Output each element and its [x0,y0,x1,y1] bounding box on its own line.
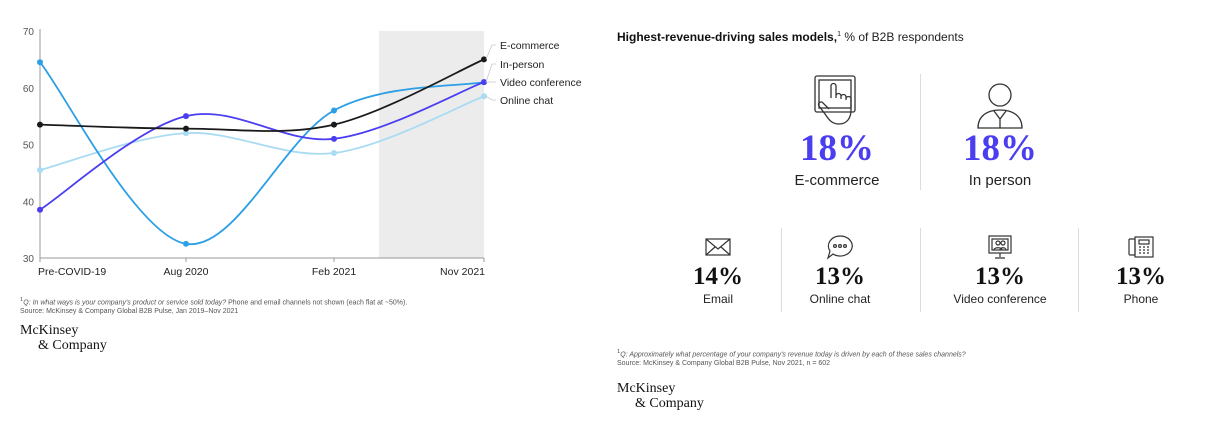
footnote-note: Phone and email channels not shown (each… [226,299,408,307]
right-footnote: 1Q: Approximately what percentage of you… [617,348,1137,368]
footnote-question: Q: In what ways is your company's produc… [23,299,227,307]
panel-title-bold: Highest-revenue-driving sales models, [617,30,838,44]
data-point [331,135,337,142]
data-point [481,93,487,100]
data-point [183,130,189,137]
brand-line2: & Company [635,396,704,411]
stat-value: 14% [693,263,743,290]
series-line-in-person [39,61,485,245]
stat-value: 13% [975,263,1025,290]
y-tick-label: 50 [23,141,35,152]
x-tick-label: Aug 2020 [164,266,209,278]
stat-value: 13% [1116,263,1166,290]
legend-leader [485,95,496,101]
footnote-source: Source: McKinsey & Company Global B2B Pu… [617,360,831,368]
panel-subtitle: % of B2B respondents [844,30,964,44]
data-point [37,206,43,213]
footnote-question: Q: Approximately what percentage of your… [620,351,966,359]
divider [920,228,921,312]
brand-line1: McKinsey [20,323,79,338]
brand-line1: McKinsey [617,381,676,396]
series-line-video-conference [39,81,485,211]
legend-label: E-commerce [500,40,560,52]
panel-title: Highest-revenue-driving sales models,1 %… [617,30,964,44]
data-point [331,150,337,157]
stat-value: 18% [800,128,874,169]
y-tick-label: 30 [23,254,35,265]
data-point [183,125,189,132]
brand-logo-left: McKinsey & Company [20,323,107,353]
stat-label: Online chat [809,292,871,306]
stat-value: 13% [815,263,865,290]
footnote-sup: 1 [617,349,621,355]
divider [1078,228,1079,312]
data-point [481,56,487,63]
footnote-source: Source: McKinsey & Company Global B2B Pu… [20,308,239,316]
legend-label: Video conference [500,77,582,89]
panel-title-sup: 1 [837,31,841,38]
person-icon [910,70,1090,130]
y-tick-label: 70 [23,27,35,38]
stat-ecommerce: 18% E-commerce [747,70,927,189]
divider [781,228,782,312]
stat-label: E-commerce [794,172,880,189]
stat-online-chat: 13% Online chat [765,232,915,306]
data-point [331,121,337,128]
data-point [37,121,43,128]
data-point [37,59,43,66]
x-tick-label: Pre-COVID-19 [38,266,106,278]
y-tick-label: 40 [23,197,35,208]
phone-icon [1066,232,1212,262]
data-point [37,167,43,174]
line-chart: 30 40 50 60 70 Pre-COVID-19 Aug 2020 Feb 2021 No… [23,27,582,278]
series-line-e-commerce [39,58,485,132]
chat-bubble-icon [765,232,915,262]
x-tick-label: Feb 2021 [312,266,357,278]
brand-line2: & Company [38,338,107,353]
shaded-period [379,31,484,258]
stat-label: Email [702,292,733,306]
stat-video-conference: 13% Video conference [925,232,1075,306]
brand-logo-right: McKinsey & Company [617,381,704,411]
stat-email: 14% Email [643,232,793,306]
stat-label: Video conference [953,292,1047,306]
legend-leader [485,44,496,60]
divider [920,74,921,190]
stat-in-person: 18% In person [910,70,1090,189]
x-tick-label: Nov 2021 [440,266,485,278]
legend-label: In-person [500,59,545,71]
series-line-online-chat [39,95,485,171]
data-point [183,240,189,247]
legend-leader [485,63,496,83]
data-point [183,113,189,120]
stat-value: 18% [963,128,1037,169]
video-monitor-icon [925,232,1075,262]
stat-phone: 13% Phone [1066,232,1212,306]
stat-label: Phone [1123,292,1159,306]
tablet-touch-icon [747,70,927,130]
footnote-sup: 1 [20,297,24,303]
envelope-icon [643,232,793,262]
left-footnote: 1Q: In what ways is your company's produ… [20,296,540,316]
stat-label: In person [968,172,1032,189]
legend-label: Online chat [500,95,553,107]
y-tick-label: 60 [23,84,35,95]
data-point [481,79,487,86]
data-point [331,107,337,114]
